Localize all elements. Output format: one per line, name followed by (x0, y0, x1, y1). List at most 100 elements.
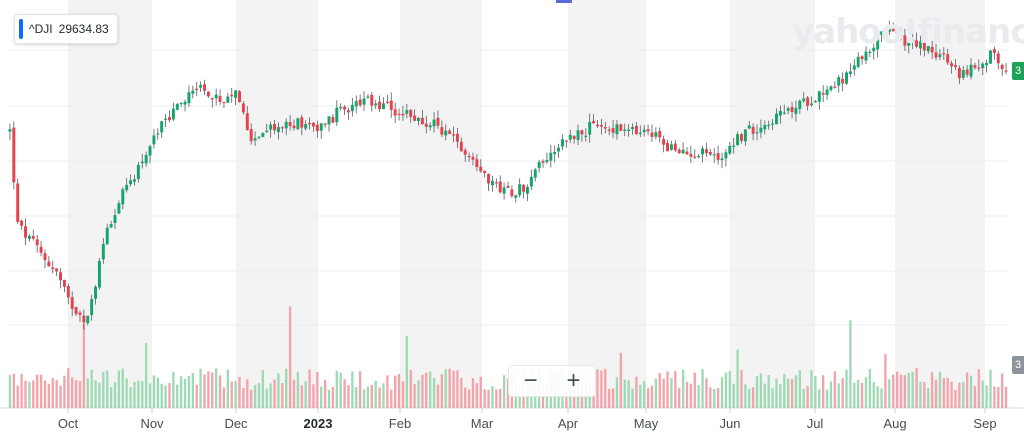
candle-body (514, 195, 518, 198)
volume-bar (674, 371, 677, 408)
volume-bar (973, 386, 977, 408)
candle-body (887, 27, 891, 32)
candle-body (529, 176, 533, 187)
candle-body (393, 109, 397, 116)
candle-body (989, 50, 992, 64)
volume-bar (36, 374, 39, 408)
volume-bar (71, 377, 74, 408)
volume-bar (24, 380, 27, 408)
candle-body (584, 135, 588, 137)
candle-body (59, 272, 63, 281)
volume-bar (183, 379, 187, 408)
candle-body (475, 159, 479, 168)
volume-bar (448, 368, 451, 408)
candle-body (743, 129, 747, 142)
candle-body (179, 102, 183, 105)
candle-body (304, 123, 308, 129)
volume-bar (740, 370, 743, 408)
candle-body (946, 54, 950, 63)
candle-body (821, 93, 825, 95)
volume-bar (892, 374, 895, 408)
candle-body (627, 129, 631, 132)
volume-bar (678, 387, 681, 408)
candle-body (961, 70, 965, 78)
volume-bar (748, 388, 751, 408)
candle-body (969, 64, 973, 77)
candle-body (308, 123, 312, 125)
volume-bar (985, 385, 988, 408)
candle-body (206, 91, 210, 97)
volume-bar (137, 380, 140, 408)
candle-body (771, 123, 775, 125)
volume-bar (615, 377, 619, 408)
volume-bar (619, 352, 623, 408)
candle-body (631, 127, 634, 130)
month-band (236, 0, 318, 408)
volume-bar (709, 387, 712, 408)
month-band (895, 0, 985, 408)
volume-bar (351, 371, 354, 408)
volume-bar (20, 373, 23, 408)
volume-bar (693, 372, 696, 408)
volume-bar (304, 381, 307, 408)
volume-bar (39, 374, 43, 408)
candle-body (101, 243, 105, 260)
candle-body (712, 154, 716, 156)
volume-bar (191, 372, 194, 408)
candle-body (564, 140, 568, 142)
candle-body (463, 150, 467, 155)
candle-body (666, 142, 670, 152)
volume-bar (934, 379, 938, 408)
candle-body (985, 63, 989, 66)
candle-body (708, 152, 712, 155)
volume-bar (666, 371, 669, 408)
volume-bar (335, 370, 338, 408)
candle-body (911, 39, 915, 43)
volume-bar (172, 371, 175, 408)
candle-body (401, 113, 405, 116)
candle-body (94, 286, 98, 299)
candle-body (856, 56, 860, 67)
volume-bar (195, 384, 198, 408)
volume-bar (697, 385, 700, 408)
month-band (68, 0, 152, 408)
volume-bar (849, 320, 852, 408)
candle-body (880, 31, 884, 35)
volume-bar (250, 389, 253, 408)
candle-body (950, 63, 954, 67)
volume-bar (670, 378, 673, 408)
volume-bar (86, 378, 89, 408)
volume-bar (370, 385, 373, 408)
candle-body (763, 124, 767, 130)
candle-body (833, 86, 837, 88)
candle-body (144, 155, 148, 164)
volume-bar (506, 378, 510, 408)
candle-body (852, 65, 856, 70)
zoom-in-button[interactable]: + (566, 367, 581, 394)
candle-body (930, 46, 934, 53)
candle-body (171, 108, 175, 120)
volume-bar (230, 381, 233, 408)
candle-body (775, 113, 778, 125)
volume-bar (98, 382, 101, 408)
candle-body (409, 110, 413, 117)
candle-body (599, 125, 603, 127)
volume-bar (292, 379, 296, 408)
volume-bar (133, 381, 136, 408)
candle-body (74, 307, 78, 314)
volume-bar (880, 388, 883, 408)
candle-body (203, 84, 206, 91)
volume-bar (378, 387, 381, 408)
volume-bar (701, 369, 704, 408)
volume-bar (794, 375, 798, 408)
candle-body (265, 130, 269, 132)
x-tick-label: Sep (973, 416, 996, 431)
volume-bar (16, 385, 19, 408)
volume-bar (775, 378, 778, 408)
candle-body (31, 235, 35, 239)
candle-body (996, 53, 1000, 64)
zoom-out-button[interactable]: − (523, 367, 538, 394)
candle-body (825, 89, 829, 95)
candle-body (385, 101, 389, 103)
candle-body (78, 312, 82, 315)
